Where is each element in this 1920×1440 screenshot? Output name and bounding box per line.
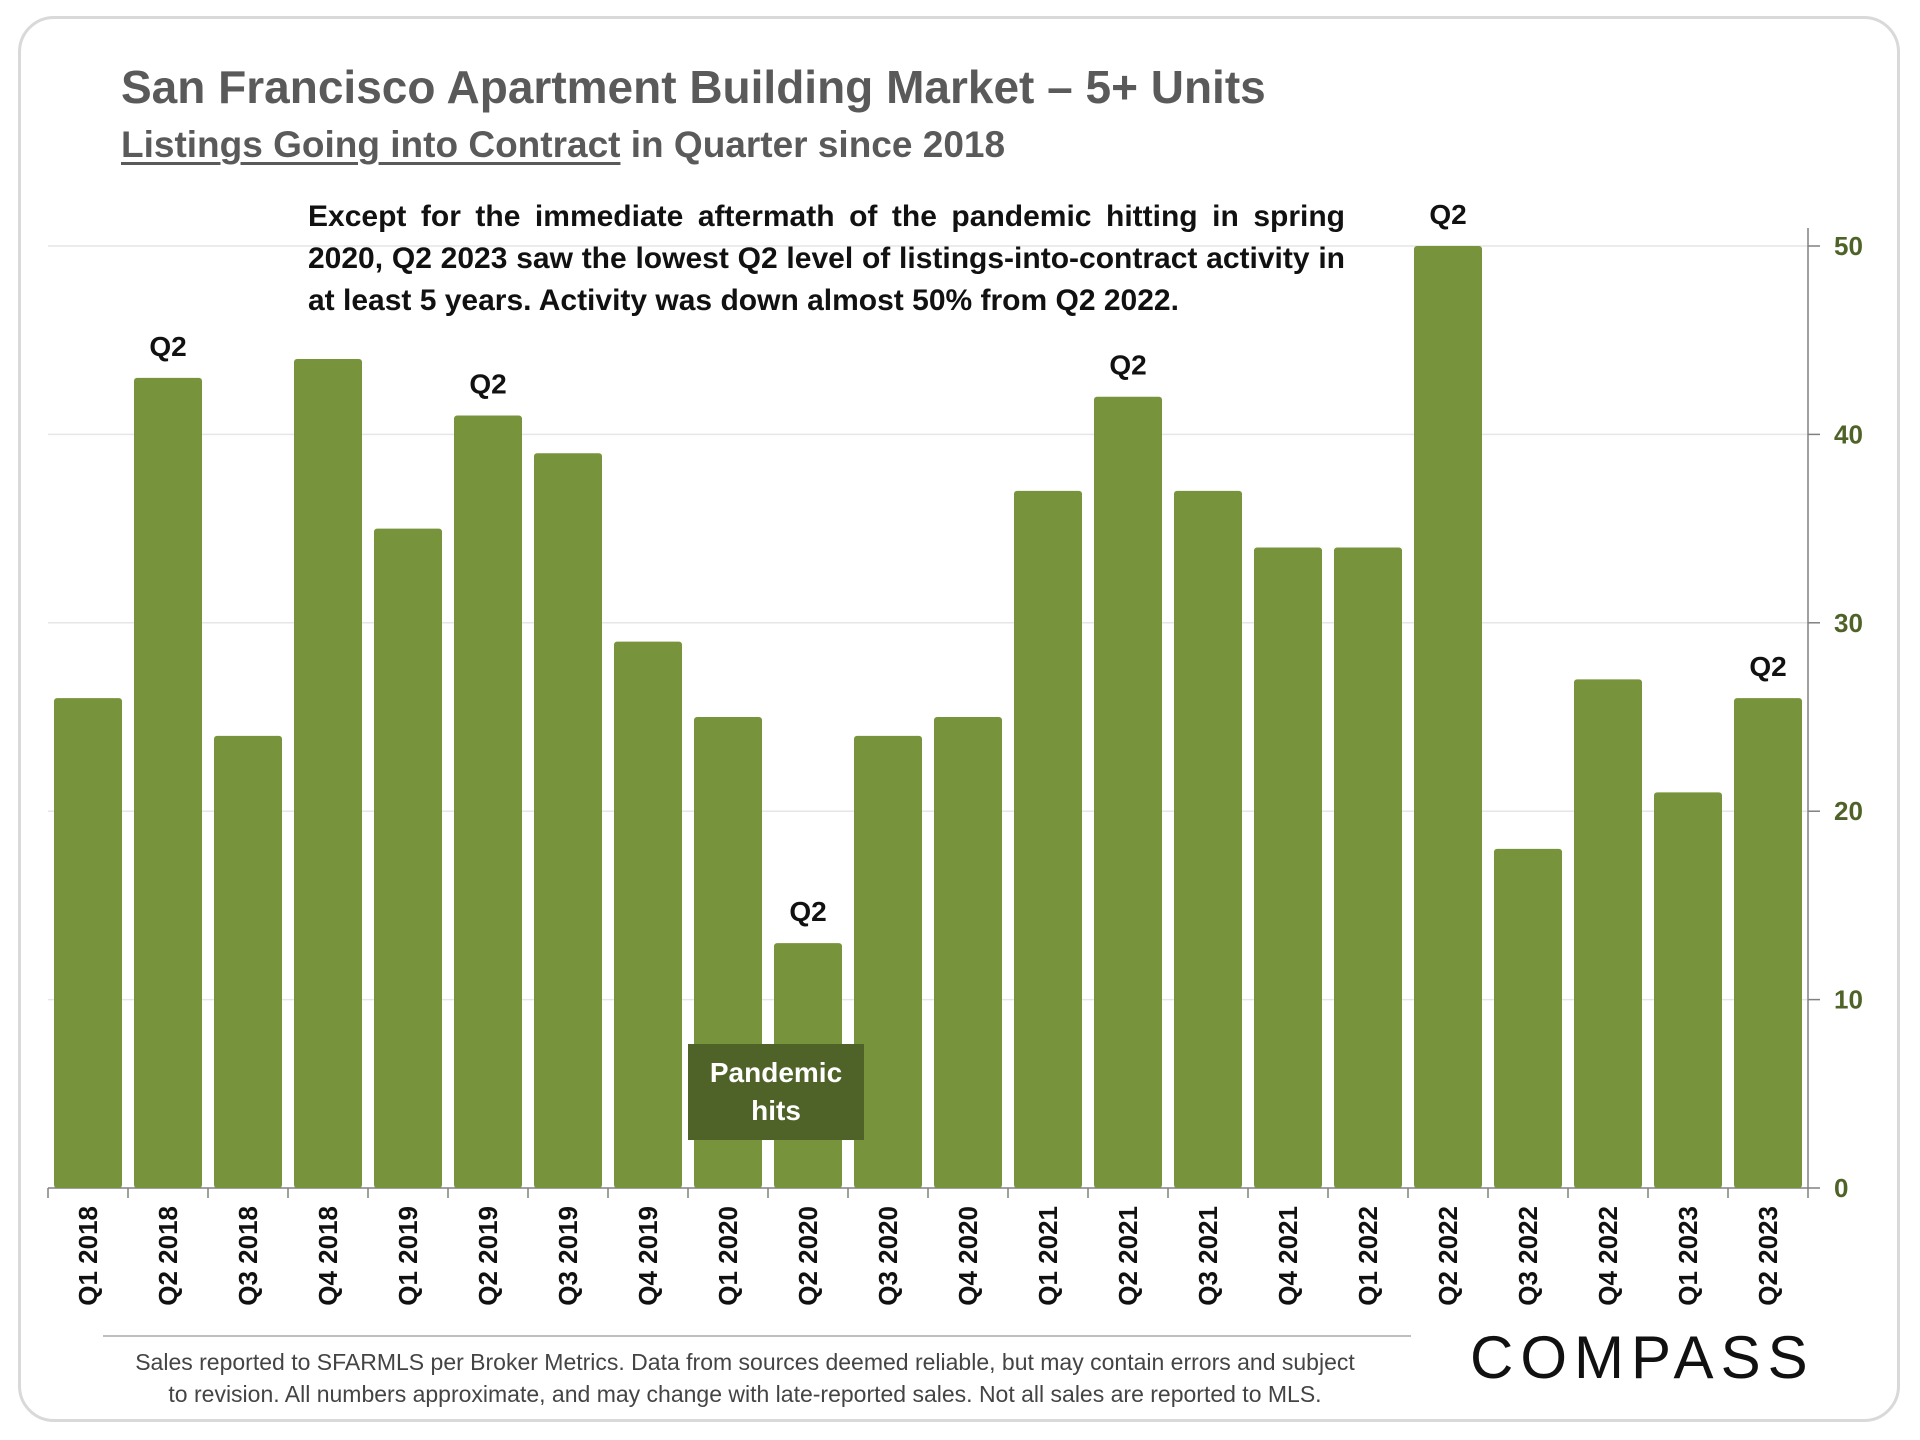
x-tick-label: Q3 2018 (233, 1206, 263, 1306)
bar (534, 453, 602, 1188)
bar (614, 641, 682, 1188)
x-tick-label: Q4 2021 (1273, 1206, 1303, 1306)
y-tick-label: 20 (1834, 796, 1863, 826)
bar (1414, 246, 1482, 1188)
x-tick-label: Q2 2023 (1753, 1206, 1783, 1306)
x-tick-label: Q3 2022 (1513, 1206, 1543, 1306)
y-tick-label: 50 (1834, 231, 1863, 261)
annotation-note: Except for the immediate aftermath of th… (308, 200, 1345, 317)
footer-divider (103, 1335, 1411, 1337)
pandemic-label-line-1: Pandemic (710, 1057, 842, 1088)
x-tick-label: Q2 2022 (1433, 1206, 1463, 1306)
x-tick-label: Q1 2023 (1673, 1206, 1703, 1306)
bar (454, 415, 522, 1188)
x-tick-label: Q3 2021 (1193, 1206, 1223, 1306)
x-tick-label: Q2 2019 (473, 1206, 503, 1306)
x-tick-label: Q1 2020 (713, 1206, 743, 1306)
bar (294, 359, 362, 1188)
q2-label: Q2 (469, 369, 506, 400)
bar (54, 698, 122, 1188)
pandemic-box (688, 1044, 864, 1140)
x-tick-label: Q4 2020 (953, 1206, 983, 1306)
q2-label: Q2 (1429, 199, 1466, 230)
q2-label: Q2 (789, 896, 826, 927)
x-tick-label: Q1 2018 (73, 1206, 103, 1306)
q2-label: Q2 (149, 331, 186, 362)
bar (1094, 396, 1162, 1189)
x-tick-label: Q2 2018 (153, 1206, 183, 1306)
y-tick-label: 30 (1834, 608, 1863, 638)
x-tick-label: Q1 2021 (1033, 1206, 1063, 1306)
q2-label: Q2 (1749, 651, 1786, 682)
bar (1014, 490, 1082, 1188)
x-tick-label: Q1 2019 (393, 1206, 423, 1306)
chart-title: San Francisco Apartment Building Market … (121, 61, 1266, 113)
compass-logo-text: COMPASS (1470, 1324, 1815, 1391)
pandemic-label-line-2: hits (751, 1095, 801, 1126)
x-tick-label: Q3 2019 (553, 1206, 583, 1306)
x-tick-label: Q4 2022 (1593, 1206, 1623, 1306)
bar (134, 377, 202, 1188)
y-tick-label: 0 (1834, 1173, 1848, 1203)
bar (1334, 547, 1402, 1188)
compass-logo: COMPASS (1470, 1324, 1815, 1391)
y-tick-label: 10 (1834, 985, 1863, 1015)
subtitle-rest: in Quarter since 2018 (620, 124, 1006, 165)
bar (1254, 547, 1322, 1188)
disclaimer-line-1: Sales reported to SFARMLS per Broker Met… (135, 1349, 1355, 1375)
bar (934, 717, 1002, 1188)
q2-label: Q2 (1109, 350, 1146, 381)
bar (1574, 679, 1642, 1188)
y-tick-label: 40 (1834, 419, 1863, 449)
x-tick-label: Q2 2020 (793, 1206, 823, 1306)
bar (214, 735, 282, 1188)
bar (1174, 490, 1242, 1188)
x-tick-label: Q2 2021 (1113, 1206, 1143, 1306)
bar (1654, 792, 1722, 1188)
bar (1494, 848, 1562, 1188)
subtitle-underlined: Listings Going into Contract (121, 124, 621, 165)
bar (1734, 698, 1802, 1188)
bar (374, 528, 442, 1188)
disclaimer-line-2: to revision. All numbers approximate, an… (168, 1381, 1322, 1407)
chart-subtitle: Listings Going into Contract in Quarter … (121, 124, 1005, 166)
x-tick-label: Q3 2020 (873, 1206, 903, 1306)
bar (854, 735, 922, 1188)
x-tick-label: Q4 2019 (633, 1206, 663, 1306)
x-tick-label: Q1 2022 (1353, 1206, 1383, 1306)
disclaimer: Sales reported to SFARMLS per Broker Met… (70, 1346, 1420, 1410)
x-tick-label: Q4 2018 (313, 1206, 343, 1306)
